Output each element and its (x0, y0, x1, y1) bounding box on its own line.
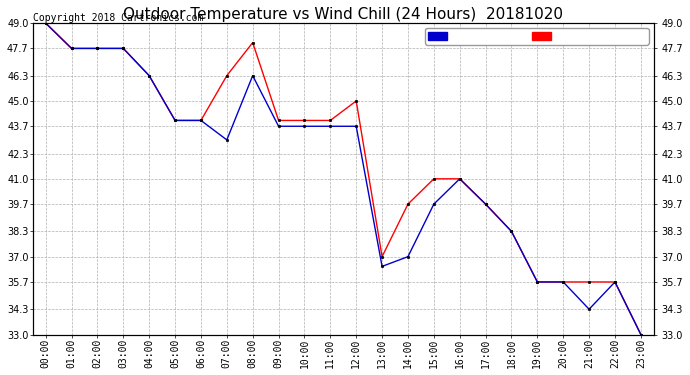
Text: Copyright 2018 Cartronics.com: Copyright 2018 Cartronics.com (33, 13, 204, 23)
Title: Outdoor Temperature vs Wind Chill (24 Hours)  20181020: Outdoor Temperature vs Wind Chill (24 Ho… (124, 7, 563, 22)
Legend: Wind Chill  (°F), Temperature  (°F): Wind Chill (°F), Temperature (°F) (424, 28, 649, 45)
